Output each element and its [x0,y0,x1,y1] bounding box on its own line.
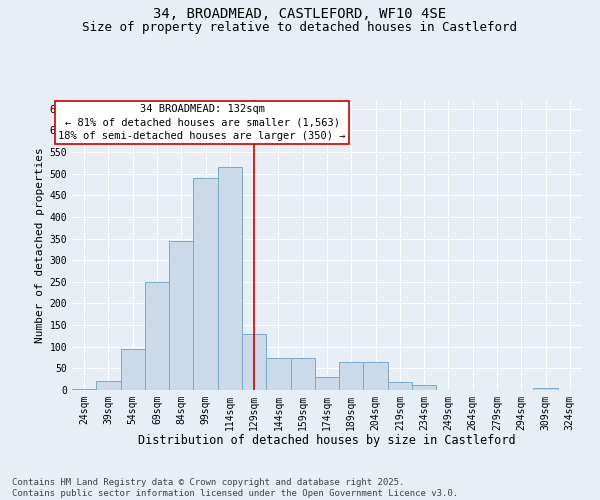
Bar [169,240,193,390]
Text: Size of property relative to detached houses in Castleford: Size of property relative to detached ho… [83,21,517,34]
Bar [388,382,412,390]
Text: 34 BROADMEAD: 132sqm
← 81% of detached houses are smaller (1,563)
18% of semi-de: 34 BROADMEAD: 132sqm ← 81% of detached h… [58,104,346,141]
Bar [145,282,169,390]
Bar [266,358,290,390]
Bar [96,382,121,390]
Text: 34, BROADMEAD, CASTLEFORD, WF10 4SE: 34, BROADMEAD, CASTLEFORD, WF10 4SE [154,8,446,22]
Bar [412,385,436,390]
Bar [72,388,96,390]
Y-axis label: Number of detached properties: Number of detached properties [35,147,46,343]
X-axis label: Distribution of detached houses by size in Castleford: Distribution of detached houses by size … [138,434,516,448]
Bar [364,362,388,390]
Bar [218,167,242,390]
Bar [193,178,218,390]
Bar [290,358,315,390]
Bar [242,334,266,390]
Bar [315,377,339,390]
Bar [339,362,364,390]
Text: Contains HM Land Registry data © Crown copyright and database right 2025.
Contai: Contains HM Land Registry data © Crown c… [12,478,458,498]
Bar [121,349,145,390]
Bar [533,388,558,390]
